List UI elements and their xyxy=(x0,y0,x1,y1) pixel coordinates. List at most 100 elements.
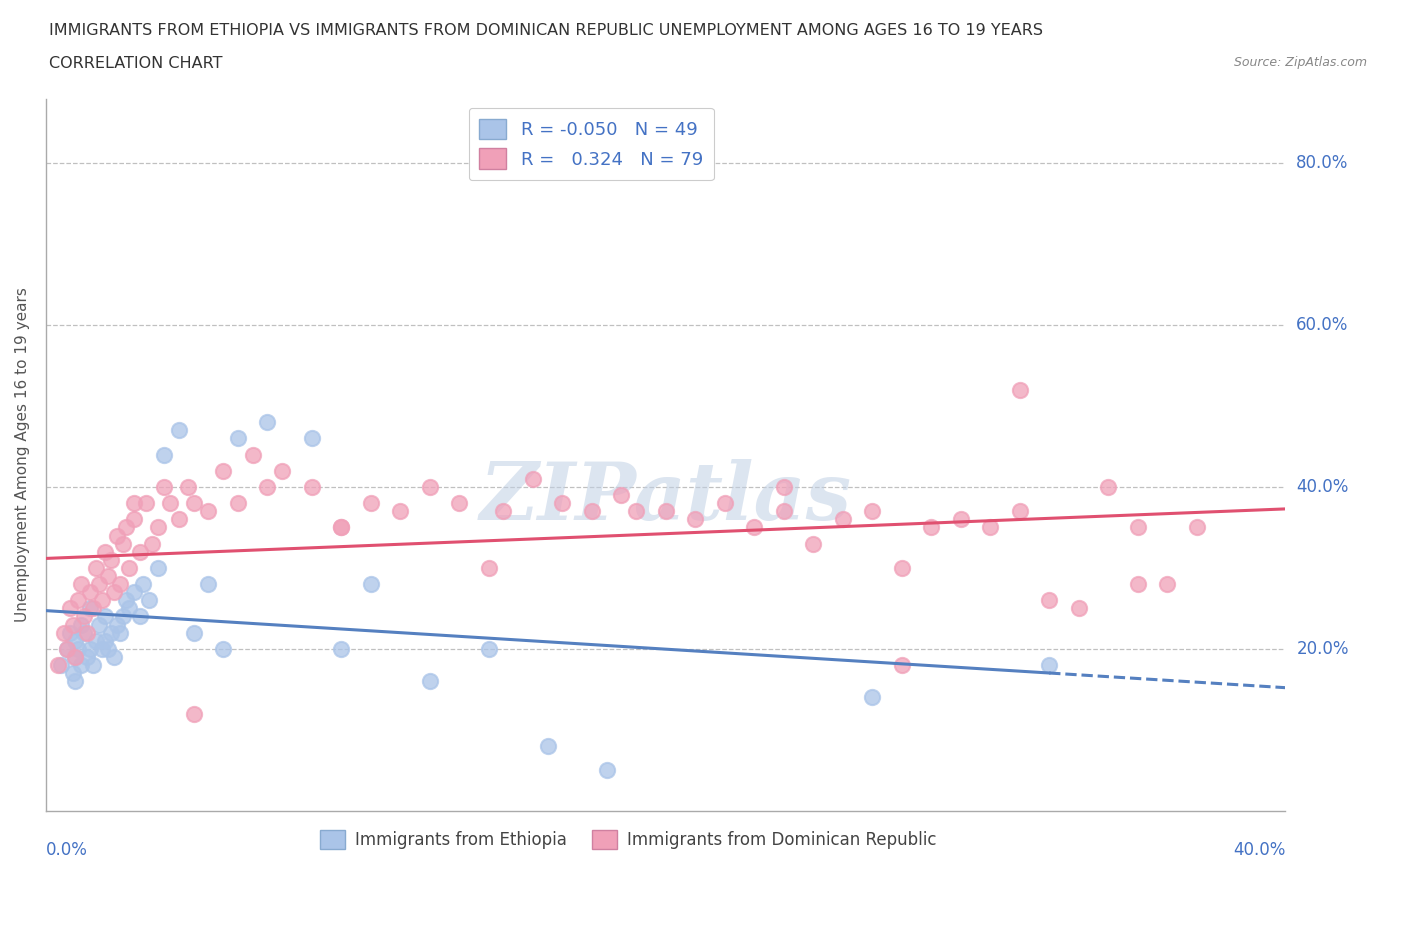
Text: 80.0%: 80.0% xyxy=(1296,154,1348,172)
Point xyxy=(65,649,87,664)
Point xyxy=(124,585,146,600)
Legend: Immigrants from Ethiopia, Immigrants from Dominican Republic: Immigrants from Ethiopia, Immigrants fro… xyxy=(314,824,943,856)
Point xyxy=(256,480,278,495)
Point xyxy=(212,463,235,478)
Point xyxy=(197,504,219,519)
Point xyxy=(91,642,114,657)
Point xyxy=(73,625,96,640)
Point xyxy=(1038,592,1060,607)
Point xyxy=(492,504,515,519)
Point xyxy=(301,480,323,495)
Point xyxy=(389,504,412,519)
Point xyxy=(129,609,152,624)
Point xyxy=(146,561,169,576)
Point xyxy=(103,585,125,600)
Point xyxy=(94,609,117,624)
Point xyxy=(183,706,205,721)
Point xyxy=(742,520,765,535)
Point xyxy=(949,512,972,526)
Point xyxy=(84,633,107,648)
Point xyxy=(79,585,101,600)
Point xyxy=(97,568,120,583)
Point xyxy=(84,561,107,576)
Y-axis label: Unemployment Among Ages 16 to 19 years: Unemployment Among Ages 16 to 19 years xyxy=(15,287,30,622)
Text: CORRELATION CHART: CORRELATION CHART xyxy=(49,56,222,71)
Point xyxy=(1008,382,1031,397)
Point xyxy=(97,642,120,657)
Point xyxy=(1067,601,1090,616)
Point xyxy=(860,504,883,519)
Point xyxy=(117,561,139,576)
Point xyxy=(76,649,98,664)
Point xyxy=(183,625,205,640)
Point xyxy=(58,625,80,640)
Point xyxy=(477,561,499,576)
Text: 0.0%: 0.0% xyxy=(46,842,87,859)
Point xyxy=(111,609,134,624)
Text: ZIPatlas: ZIPatlas xyxy=(479,458,852,536)
Point xyxy=(1185,520,1208,535)
Point xyxy=(256,415,278,430)
Point xyxy=(70,577,93,591)
Point xyxy=(55,642,77,657)
Point xyxy=(167,423,190,438)
Point xyxy=(226,496,249,511)
Point xyxy=(1008,504,1031,519)
Point xyxy=(108,577,131,591)
Point xyxy=(159,496,181,511)
Point xyxy=(920,520,942,535)
Point xyxy=(330,642,353,657)
Point xyxy=(114,520,136,535)
Point xyxy=(138,592,160,607)
Point xyxy=(713,496,735,511)
Point xyxy=(683,512,706,526)
Point xyxy=(536,738,558,753)
Point xyxy=(49,658,72,672)
Point xyxy=(477,642,499,657)
Point xyxy=(58,601,80,616)
Point xyxy=(65,673,87,688)
Point xyxy=(91,592,114,607)
Point xyxy=(360,577,382,591)
Point xyxy=(79,642,101,657)
Point xyxy=(242,447,264,462)
Point xyxy=(1038,658,1060,672)
Point xyxy=(330,520,353,535)
Point xyxy=(153,447,176,462)
Point xyxy=(100,552,122,567)
Point xyxy=(105,618,128,632)
Point xyxy=(1097,480,1119,495)
Point xyxy=(55,642,77,657)
Point xyxy=(1156,577,1178,591)
Point xyxy=(226,431,249,445)
Point xyxy=(890,658,912,672)
Point xyxy=(419,673,441,688)
Point xyxy=(772,480,794,495)
Point xyxy=(419,480,441,495)
Point xyxy=(87,618,110,632)
Point xyxy=(167,512,190,526)
Point xyxy=(100,625,122,640)
Point xyxy=(46,658,69,672)
Text: 40.0%: 40.0% xyxy=(1233,842,1285,859)
Point xyxy=(860,690,883,705)
Point xyxy=(360,496,382,511)
Point xyxy=(124,496,146,511)
Point xyxy=(153,480,176,495)
Point xyxy=(111,537,134,551)
Point xyxy=(76,625,98,640)
Point xyxy=(62,618,84,632)
Text: 40.0%: 40.0% xyxy=(1296,478,1348,496)
Point xyxy=(330,520,353,535)
Point xyxy=(522,472,544,486)
Point xyxy=(654,504,676,519)
Point xyxy=(67,642,90,657)
Point xyxy=(772,504,794,519)
Point xyxy=(62,666,84,681)
Point xyxy=(801,537,824,551)
Point xyxy=(212,642,235,657)
Point xyxy=(52,625,75,640)
Point xyxy=(94,633,117,648)
Point xyxy=(129,544,152,559)
Point xyxy=(65,633,87,648)
